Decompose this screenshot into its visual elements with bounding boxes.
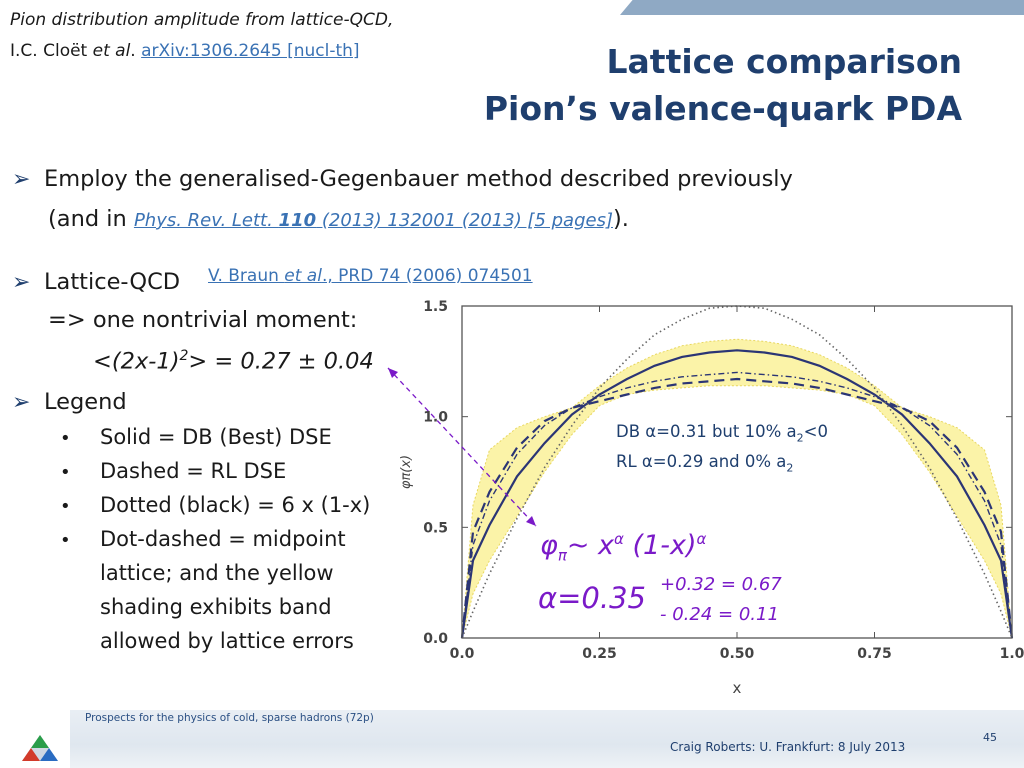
legend-item-dotdashed: Dot-dashed = midpoint bbox=[100, 527, 346, 551]
curve-solid bbox=[460, 349, 1014, 639]
curve-dashed bbox=[460, 377, 1014, 639]
slide-title-line2: Pion’s valence-quark PDA bbox=[483, 89, 962, 128]
bullet-dot-icon: • bbox=[60, 462, 71, 483]
db-sub: 2 bbox=[796, 431, 804, 445]
footer-talk-title: Prospects for the physics of cold, spars… bbox=[85, 712, 374, 724]
legend-item-solid: Solid = DB (Best) DSE bbox=[100, 425, 332, 449]
braun-author: V. Braun bbox=[208, 266, 285, 286]
bullet-dot-icon: • bbox=[60, 530, 71, 551]
page-number: 45 bbox=[983, 731, 997, 744]
arrow-bullet-icon: ➢ bbox=[12, 390, 31, 415]
prl-link[interactable]: Phys. Rev. Lett. 110 (2013) 132001 (2013… bbox=[134, 210, 613, 231]
alpha-value: α=0.35 bbox=[538, 581, 646, 615]
x-tick-label: 0.25 bbox=[582, 646, 617, 662]
rl-annotation: RL α=0.29 and 0% a2 bbox=[616, 447, 793, 483]
bullet1-line2: (and in Phys. Rev. Lett. 110 (2013) 1320… bbox=[48, 204, 629, 236]
phi-symbol: φ bbox=[540, 530, 558, 561]
bullet1-post: ). bbox=[612, 206, 629, 232]
slide-title-line1: Lattice comparison bbox=[606, 42, 963, 81]
y-axis-label: φπ(x) bbox=[399, 455, 414, 489]
x-tick-label: 0.0 bbox=[450, 646, 475, 662]
reference-author: I.C. Cloët bbox=[10, 41, 93, 61]
arrowhead-start-icon bbox=[388, 368, 398, 378]
legend-item-dotdashed-cont3: allowed by lattice errors bbox=[100, 629, 354, 653]
braun-link[interactable]: V. Braun et al., PRD 74 (2006) 074501 bbox=[208, 266, 533, 286]
y-tick-label: 0.5 bbox=[423, 520, 448, 536]
db-annotation: DB α=0.31 but 10% a2<0 bbox=[616, 417, 828, 453]
annotation-arrow bbox=[387, 367, 537, 527]
bullet-dot-icon: • bbox=[60, 428, 71, 449]
db-post: <0 bbox=[803, 422, 828, 441]
bullet-generalised-gegenbauer: ➢ Employ the generalised-Gegenbauer metho… bbox=[12, 164, 793, 195]
arxiv-link[interactable]: arXiv:1306.2645 [nucl-th] bbox=[141, 41, 360, 61]
bullet2-label: Lattice-QCD bbox=[44, 269, 181, 295]
phi-sub: π bbox=[557, 546, 567, 565]
y-tick-label: 1.0 bbox=[423, 410, 448, 426]
bullet2-line2: => one nontrivial moment: bbox=[48, 307, 358, 333]
bullet-dot-icon: • bbox=[60, 496, 71, 517]
alpha-sup: α bbox=[614, 530, 624, 548]
bullet3-label: Legend bbox=[44, 389, 127, 415]
chart-ticks: 0.0 0.25 0.50 0.75 1.0 0.0 0.5 1.0 1.5 bbox=[423, 299, 1024, 662]
legend-item-dotted: Dotted (black) = 6 x (1-x) bbox=[100, 493, 371, 517]
prl-volume: 110 bbox=[278, 210, 317, 231]
bullet1-text: Employ the generalised-Gegenbauer method… bbox=[44, 166, 793, 192]
legend-item-dotdashed-cont1: lattice; and the yellow bbox=[100, 561, 334, 585]
arrow-bullet-icon: ➢ bbox=[12, 167, 31, 192]
prl-rest: (2013) 132001 (2013) [5 pages] bbox=[316, 210, 613, 231]
bullet1-pre: (and in bbox=[48, 206, 134, 232]
reference-title: Pion distribution amplitude from lattice… bbox=[10, 10, 394, 30]
reference-etal: et al bbox=[92, 41, 131, 61]
phi-factor: (1-x) bbox=[623, 530, 697, 561]
bullet-legend: ➢ Legend bbox=[12, 387, 127, 418]
curve-dot-dashed bbox=[461, 371, 1013, 639]
arrowhead-end-icon bbox=[526, 516, 536, 526]
phi-formula: φπ~ xα (1-x)α bbox=[540, 530, 706, 564]
alpha-sup2: α bbox=[696, 530, 707, 548]
rl-sub: 2 bbox=[786, 461, 794, 475]
rl-pre: RL α=0.29 and 0% a bbox=[616, 452, 787, 471]
moment-pre: <(2x-1) bbox=[93, 348, 180, 375]
legend-item-dotdashed-cont2: shading exhibits band bbox=[100, 595, 332, 619]
prl-journal: Phys. Rev. Lett. bbox=[133, 210, 279, 231]
phi-tilde: ~ x bbox=[566, 530, 615, 561]
reference-authors: I.C. Cloët et al. arXiv:1306.2645 [nucl-… bbox=[10, 39, 360, 63]
x-tick-label: 0.75 bbox=[857, 646, 892, 662]
x-tick-label: 1.0 bbox=[1000, 646, 1024, 662]
x-axis-label: x bbox=[733, 679, 742, 697]
y-tick-label: 0.0 bbox=[423, 631, 448, 647]
braun-etal: et al bbox=[284, 266, 322, 286]
alpha-minus-error: - 0.24 = 0.11 bbox=[660, 604, 779, 625]
moment-value: <(2x-1)2> = 0.27 ± 0.04 bbox=[93, 341, 374, 377]
braun-rest: ., PRD 74 (2006) 074501 bbox=[321, 266, 533, 286]
bullet-lattice-qcd: ➢ Lattice-QCD bbox=[12, 267, 180, 298]
arrow-bullet-icon: ➢ bbox=[12, 270, 31, 295]
footer-author: Craig Roberts: U. Frankfurt: 8 July 2013 bbox=[670, 740, 906, 754]
argonne-logo-icon bbox=[22, 735, 58, 761]
moment-post: > = 0.27 ± 0.04 bbox=[188, 348, 374, 375]
y-tick-label: 1.5 bbox=[423, 299, 448, 315]
header-accent-bar bbox=[620, 0, 1024, 15]
legend-item-dashed: Dashed = RL DSE bbox=[100, 459, 287, 483]
alpha-plus-error: +0.32 = 0.67 bbox=[660, 574, 782, 595]
footer-bar bbox=[70, 710, 1024, 768]
x-tick-label: 0.50 bbox=[720, 646, 755, 662]
pda-chart: 0.0 0.25 0.50 0.75 1.0 0.0 0.5 1.0 1.5 x φπ(x) bbox=[387, 299, 1024, 697]
moment-sup: 2 bbox=[179, 348, 189, 364]
chart-curves bbox=[460, 305, 1014, 639]
db-pre: DB α=0.31 but 10% a bbox=[616, 422, 797, 441]
reference-dot: . bbox=[130, 41, 142, 61]
